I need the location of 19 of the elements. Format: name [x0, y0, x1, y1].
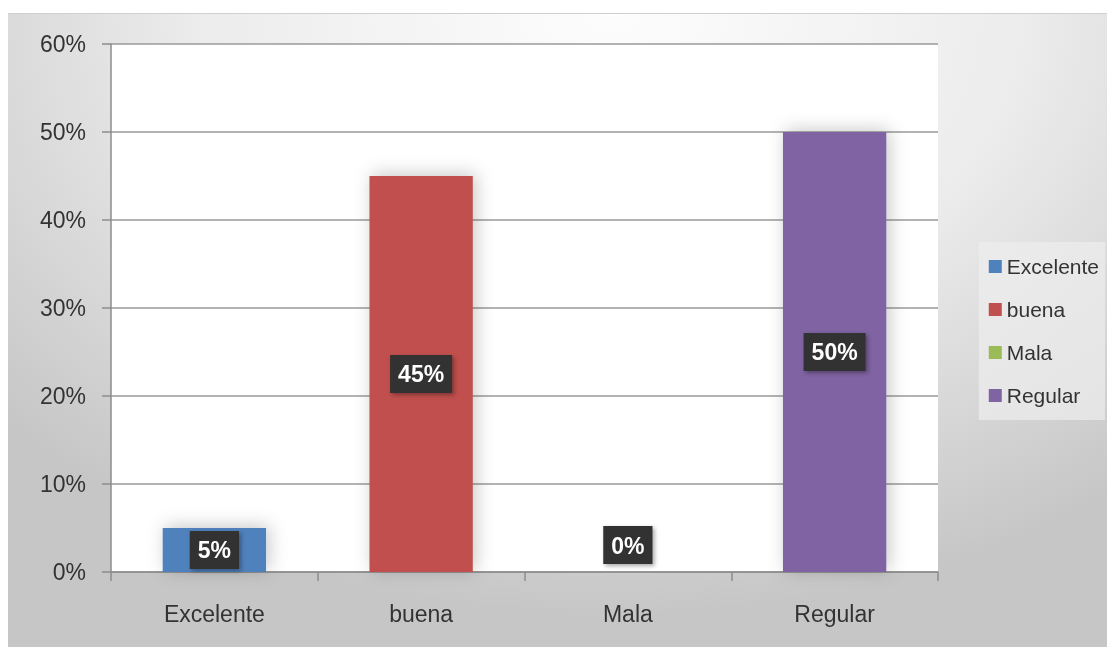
y-tick-label: 30% [39, 295, 86, 321]
data-label: 45% [398, 361, 445, 387]
y-tick-label: 10% [39, 471, 86, 497]
legend-label: buena [1006, 298, 1066, 321]
y-tick-label: 60% [39, 31, 86, 57]
x-tick-label: Regular [794, 600, 876, 627]
legend-label: Regular [1006, 384, 1081, 407]
y-tick-label: 50% [39, 119, 86, 145]
data-label: 5% [197, 537, 231, 563]
x-tick-label: buena [389, 600, 454, 627]
y-tick-label: 0% [52, 559, 86, 585]
legend-label: Excelente [1006, 255, 1100, 278]
x-tick-label: Mala [602, 600, 654, 627]
legend-label: Mala [1006, 341, 1053, 364]
y-tick-label: 40% [39, 207, 86, 233]
data-label: 50% [811, 339, 858, 365]
data-label: 0% [611, 532, 645, 559]
x-tick-label: Excelente [163, 600, 265, 627]
y-tick-label: 20% [39, 383, 86, 409]
